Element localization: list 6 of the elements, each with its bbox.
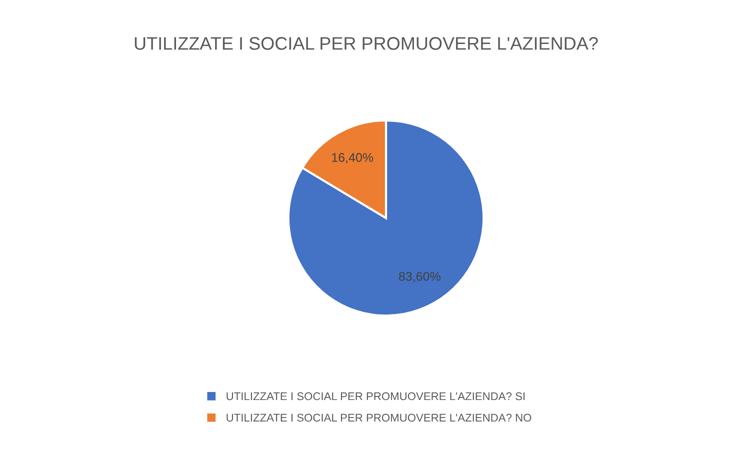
data-label: 83,60% bbox=[399, 272, 440, 282]
legend-label: UTILIZZATE I SOCIAL PER PROMUOVERE L'AZIENDA? NO bbox=[226, 414, 532, 422]
chart-title: UTILIZZATE I SOCIAL PER PROMUOVERE L'AZIENDA? bbox=[134, 37, 598, 50]
pie-slice bbox=[287, 119, 485, 317]
data-label: 16,40% bbox=[332, 153, 374, 164]
legend-label: UTILIZZATE I SOCIAL PER PROMUOVERE L'AZIENDA? SI bbox=[226, 392, 525, 400]
